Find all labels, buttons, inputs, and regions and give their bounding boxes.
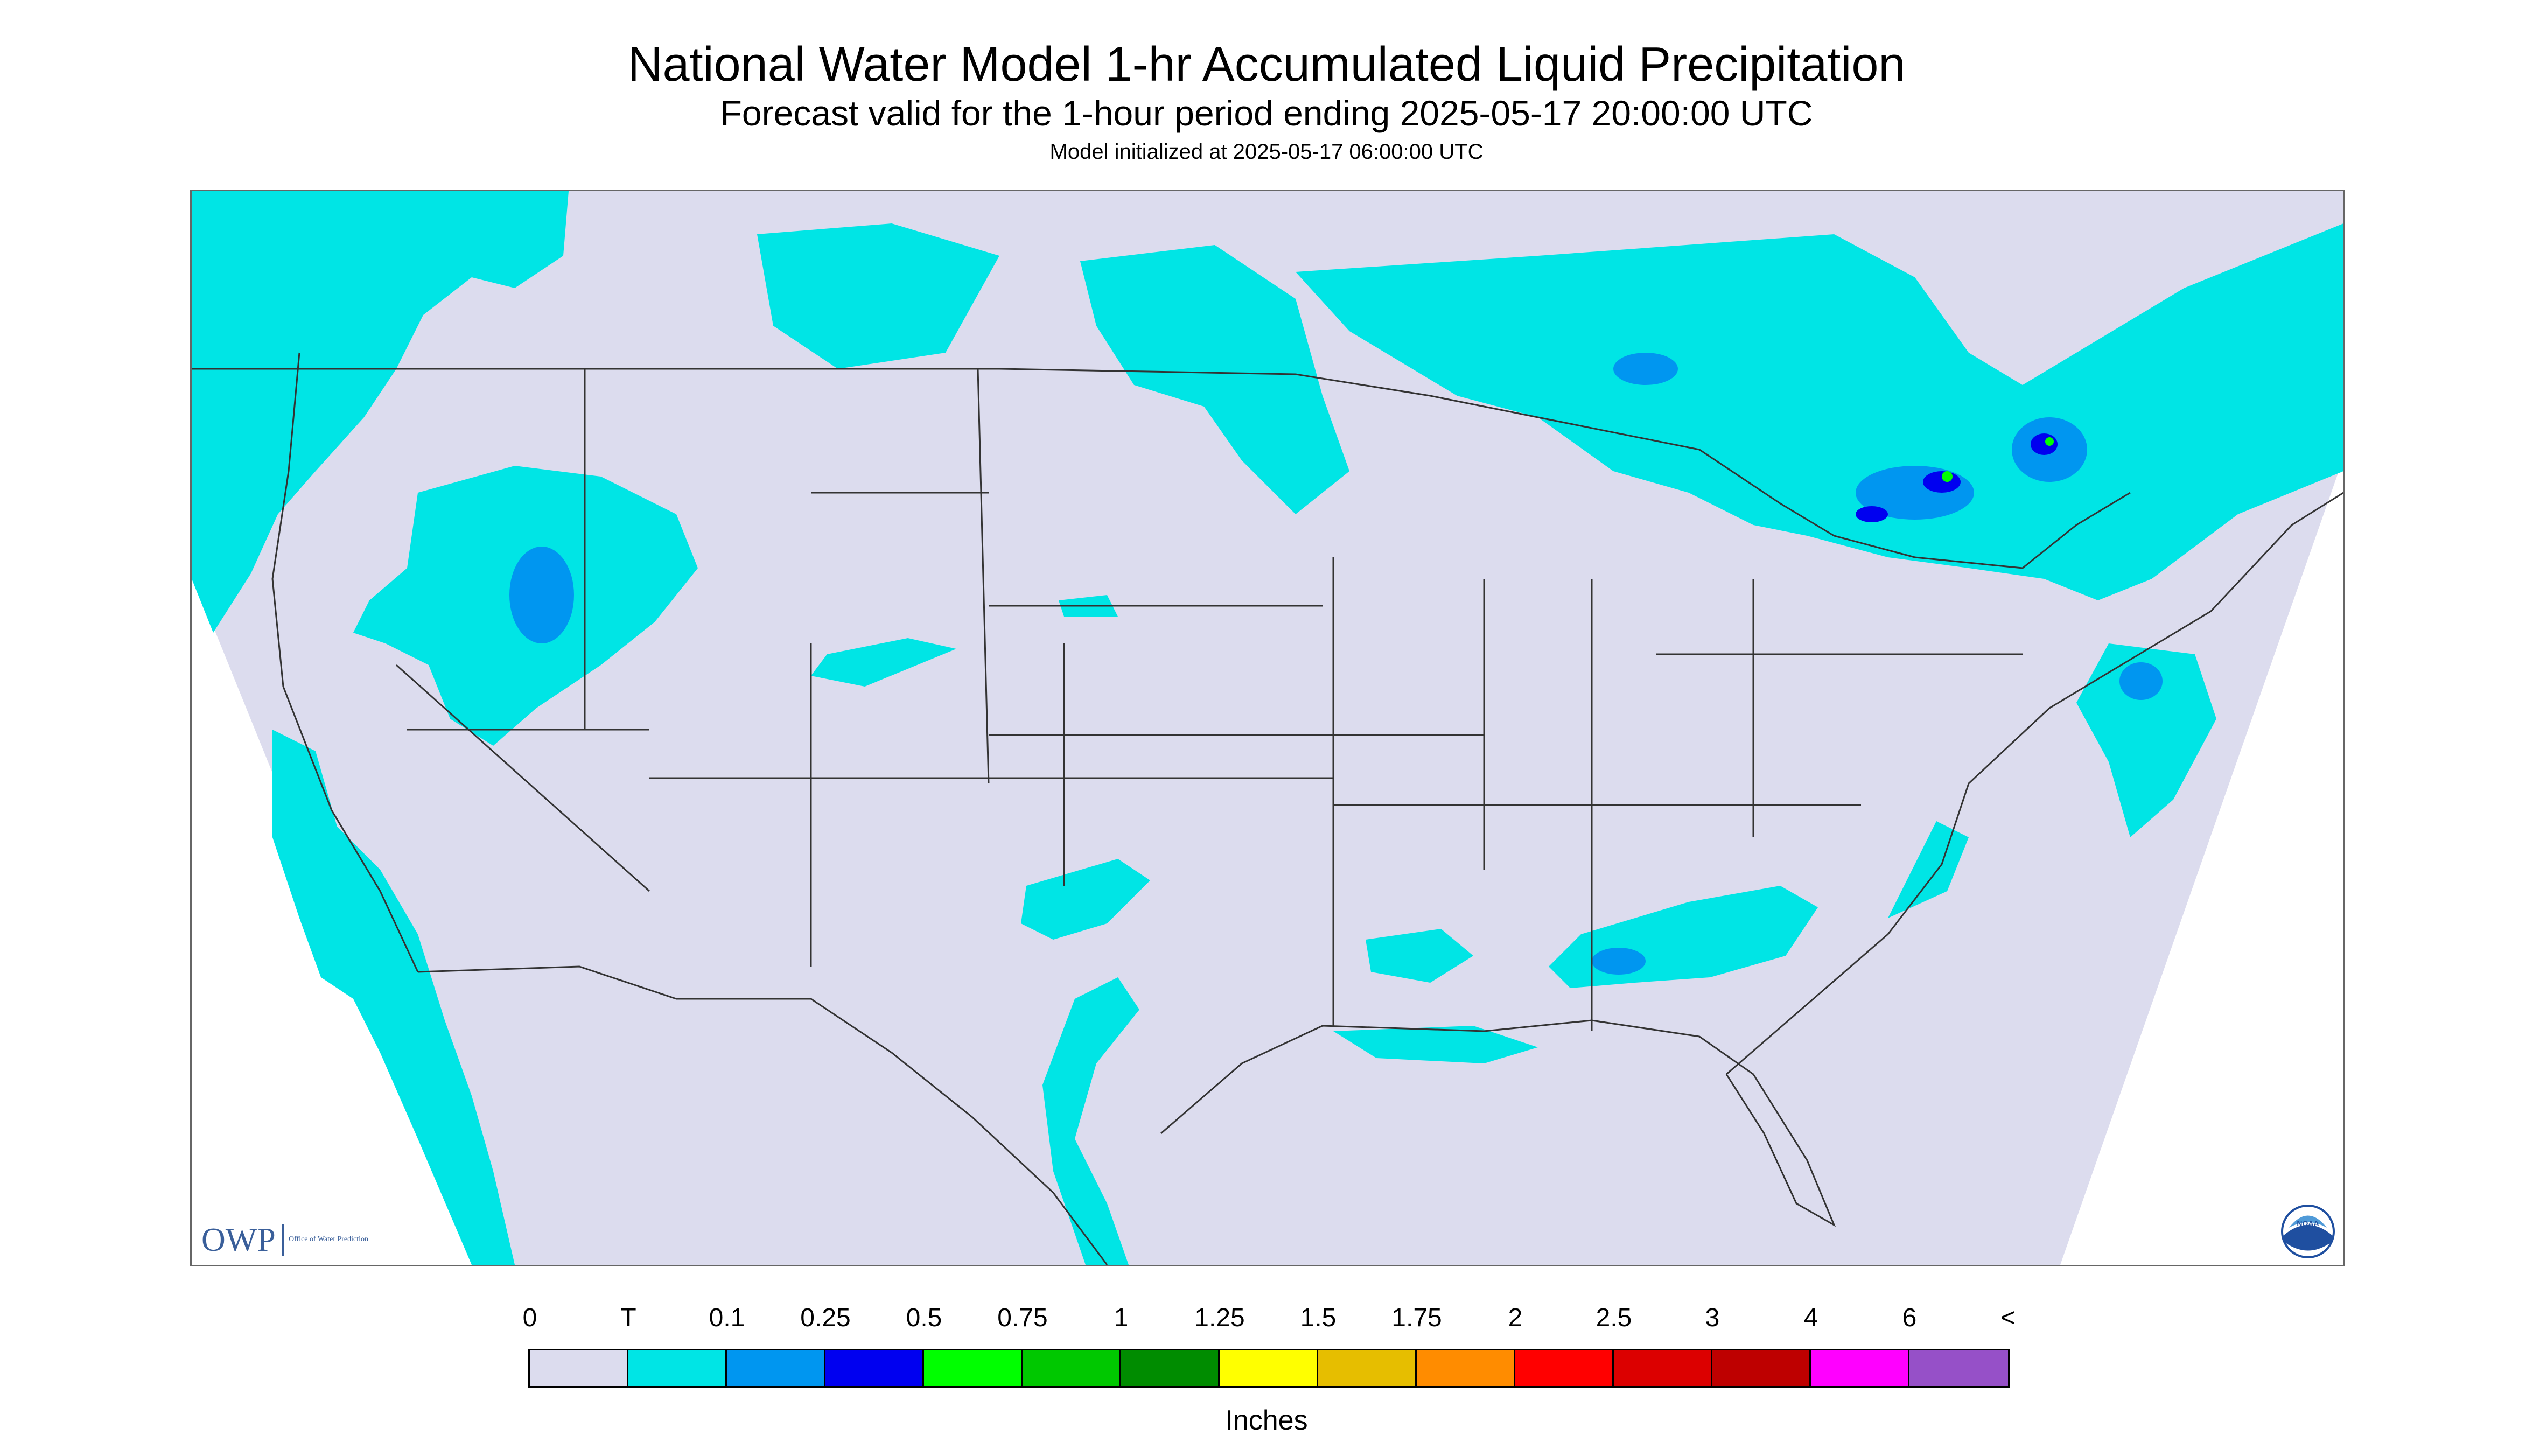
legend-label: 0 (522, 1304, 537, 1332)
legend-label: 4 (1803, 1304, 1818, 1332)
legend-label: 2.5 (1596, 1304, 1632, 1332)
east-coast (1726, 492, 2343, 1075)
state-line (977, 368, 990, 784)
precip-area-gulf-coast (1333, 1026, 1538, 1063)
precip-cell (2119, 662, 2163, 700)
legend-label: T (620, 1304, 636, 1332)
legend-swatch (530, 1350, 628, 1386)
map-subtitle: Forecast valid for the 1-hour period end… (720, 93, 1813, 133)
precip-cell (1856, 506, 1888, 522)
legend-color-bar (528, 1349, 2010, 1388)
legend-swatch (1515, 1350, 1614, 1386)
legend-swatch (1023, 1350, 1121, 1386)
precip-moderate-cells (509, 353, 2163, 975)
canada-border (192, 368, 2131, 569)
precip-cell (1942, 471, 1953, 482)
precip-cell (1592, 948, 1646, 975)
legend-label: 0.25 (800, 1304, 851, 1332)
precip-area-california-coast (272, 730, 515, 1265)
precip-area-north-dakota (1080, 245, 1349, 514)
legend-swatch (1909, 1350, 2008, 1386)
legend-unit-label: Inches (1225, 1405, 1308, 1436)
owp-logo-text: OWP (201, 1222, 276, 1258)
precip-area-colorado-bands (811, 638, 956, 687)
state-line (396, 664, 650, 892)
map-canvas: OWP Office of Water Prediction NOAA (192, 191, 2343, 1265)
legend-swatch (1712, 1350, 1811, 1386)
legend-label: 1 (1114, 1304, 1129, 1332)
precip-cell (2031, 433, 2058, 455)
gulf-coast (1160, 1019, 1836, 1227)
noaa-logo: NOAA (2281, 1205, 2335, 1258)
legend-swatch (1614, 1350, 1712, 1386)
legend-label: 1.75 (1391, 1304, 1442, 1332)
legend-swatch (825, 1350, 924, 1386)
precip-area-texas (1021, 859, 1150, 940)
owp-logo-divider (282, 1224, 284, 1256)
noaa-logo-bird (2289, 1215, 2327, 1228)
legend-swatch (727, 1350, 825, 1386)
legend-label: 1.25 (1194, 1304, 1245, 1332)
precip-area-mississippi (1366, 929, 1473, 983)
boundary-lines (192, 352, 2343, 1265)
noaa-logo-wave (2283, 1225, 2333, 1251)
owp-logo-caption: Office of Water Prediction (289, 1235, 368, 1243)
noaa-logo-text: NOAA (2297, 1219, 2319, 1228)
precip-area-montana (757, 223, 999, 369)
precip-area-pacific-northwest (192, 191, 569, 633)
model-init-line: Model initialized at 2025-05-17 06:00:00… (1049, 140, 1484, 164)
legend-swatch (628, 1350, 727, 1386)
precip-cell (1613, 353, 1678, 385)
precip-cell (2045, 437, 2054, 446)
west-coast (271, 352, 419, 972)
legend-swatch (924, 1350, 1023, 1386)
precip-cell (1923, 471, 1961, 493)
legend-swatch (1220, 1350, 1318, 1386)
legend-labels: 0 T 0.1 0.25 0.5 0.75 1 1.25 1.5 1.75 2 2.5 3 4 6 < (0, 1302, 2533, 1340)
legend-swatch (1318, 1350, 1417, 1386)
owp-logo: OWP Office of Water Prediction (201, 1222, 368, 1258)
precip-very-heavy-cells (1942, 437, 2054, 482)
mexico-border (417, 965, 1108, 1265)
precip-area-south-texas (1042, 977, 1139, 1265)
legend-swatch (1811, 1350, 1909, 1386)
legend-label: 3 (1705, 1304, 1720, 1332)
legend-label: 0.1 (709, 1304, 745, 1332)
legend-swatch (1417, 1350, 1515, 1386)
legend-label: 0.75 (997, 1304, 1048, 1332)
precip-area-new-england-coast (2076, 643, 2216, 837)
precip-area-great-lakes (1296, 223, 2343, 600)
legend-label: 0.5 (906, 1304, 942, 1332)
legend-label: < (2000, 1304, 2016, 1332)
map-title: National Water Model 1-hr Accumulated Li… (627, 38, 1906, 92)
legend-swatch (1121, 1350, 1220, 1386)
legend-label: 2 (1508, 1304, 1523, 1332)
precipitation-map: OWP Office of Water Prediction NOAA (190, 190, 2345, 1266)
legend-label: 6 (1902, 1304, 1917, 1332)
legend-label: 1.5 (1300, 1304, 1337, 1332)
precip-cell (509, 547, 574, 643)
